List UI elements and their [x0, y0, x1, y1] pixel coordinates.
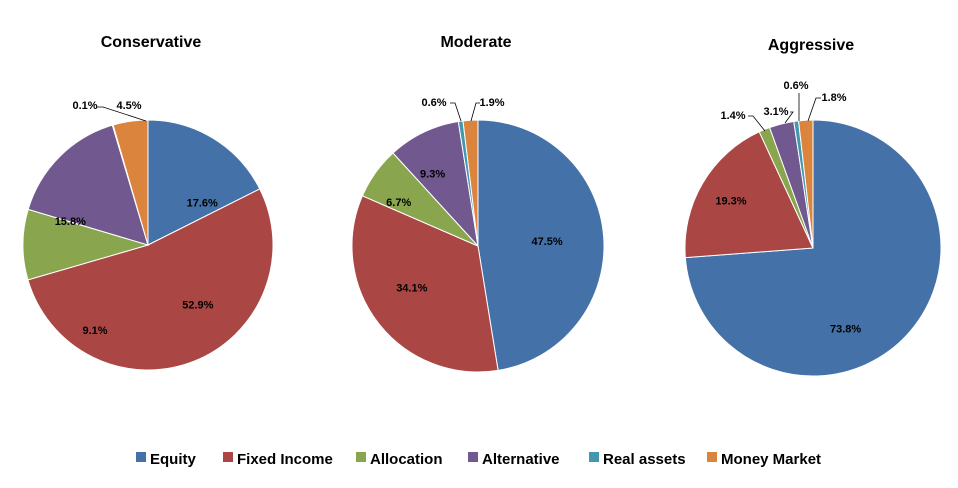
- leader-line: [784, 111, 794, 124]
- legend-label: Money Market: [721, 451, 821, 468]
- pie-slice-equity: [147, 119, 261, 246]
- data-label-money-market: 1.8%: [821, 92, 846, 104]
- data-label-alternative: 15.8%: [55, 216, 86, 228]
- legend-label: Equity: [150, 451, 196, 468]
- legend-item-equity: Equity: [136, 451, 196, 468]
- pie-slice-money-market: [112, 119, 149, 246]
- data-label-allocation: 1.4%: [720, 110, 745, 122]
- leader-line: [97, 106, 147, 122]
- data-label-alternative: 3.1%: [763, 106, 788, 118]
- legend-label: Alternative: [482, 451, 560, 468]
- chart-title: Moderate: [440, 34, 511, 51]
- data-label-real-assets: 0.1%: [72, 100, 97, 112]
- legend-swatch: [223, 452, 233, 462]
- data-label-real-assets: 0.6%: [783, 80, 808, 92]
- chart-title: Aggressive: [768, 37, 854, 54]
- leader-line: [807, 97, 821, 122]
- legend-item-alternative: Alternative: [468, 451, 560, 468]
- pie-chart-conservative: Conservative 17.6% 52.9% 9.1% 15.8% 0.1% 4.5%: [22, 34, 274, 371]
- pie-slice-fixed-income: [27, 188, 274, 371]
- legend-item-allocation: Allocation: [356, 451, 443, 468]
- pie-slice-money-market: [797, 119, 814, 249]
- legend-label: Real assets: [603, 451, 686, 468]
- legend-swatch: [468, 452, 478, 462]
- pie-chart-aggressive: Aggressive 73.8% 19.3% 1.4% 3.1% 0.6% 1.8%: [684, 37, 942, 377]
- pie-slice-fixed-income: [351, 195, 499, 373]
- data-label-alternative: 9.3%: [420, 168, 445, 180]
- data-label-equity: 47.5%: [531, 236, 562, 248]
- data-label-money-market: 4.5%: [116, 100, 141, 112]
- legend-swatch: [136, 452, 146, 462]
- data-label-fixed-income: 34.1%: [396, 282, 427, 294]
- data-label-money-market: 1.9%: [479, 97, 504, 109]
- data-label-fixed-income: 52.9%: [182, 299, 213, 311]
- leader-line: [470, 102, 480, 122]
- pie-chart-moderate: Moderate 47.5% 34.1% 6.7% 9.3% 0.6% 1.9%: [351, 34, 605, 373]
- data-label-real-assets: 0.6%: [421, 97, 446, 109]
- pie-slice-equity: [477, 119, 605, 371]
- data-label-allocation: 9.1%: [82, 325, 107, 337]
- legend-item-money-market: Money Market: [707, 451, 821, 468]
- legend-item-fixed-income: Fixed Income: [223, 451, 333, 468]
- legend-swatch: [356, 452, 366, 462]
- legend-label: Fixed Income: [237, 451, 333, 468]
- legend-swatch: [589, 452, 599, 462]
- data-label-allocation: 6.7%: [386, 197, 411, 209]
- pie-slice-fixed-income: [684, 131, 814, 259]
- legend-item-real-assets: Real assets: [589, 451, 686, 468]
- leader-line: [450, 102, 462, 122]
- data-label-equity: 73.8%: [830, 324, 861, 336]
- chart-title: Conservative: [101, 34, 202, 51]
- legend-label: Allocation: [370, 451, 443, 468]
- leader-line: [748, 115, 766, 132]
- legend: Equity Fixed Income Allocation Alternative R…: [136, 451, 821, 468]
- legend-swatch: [707, 452, 717, 462]
- pie-slice-alternative: [27, 124, 149, 246]
- data-label-equity: 17.6%: [187, 198, 218, 210]
- pie-slice-money-market: [462, 119, 479, 247]
- data-label-fixed-income: 19.3%: [715, 196, 746, 208]
